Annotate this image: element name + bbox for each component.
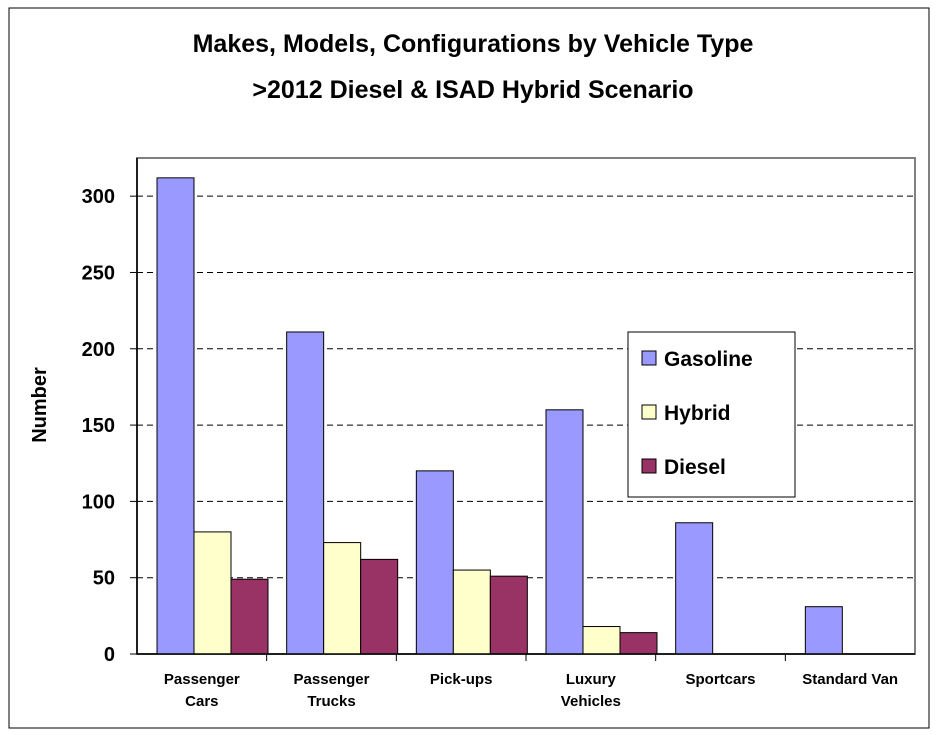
x-tick-label: Pick-ups xyxy=(430,671,493,688)
legend-swatch xyxy=(641,350,657,366)
bar xyxy=(545,409,584,655)
x-tick-label: Passenger Cars xyxy=(164,671,240,710)
bar xyxy=(619,632,658,655)
x-tick-label-line: Sportcars xyxy=(685,671,755,688)
y-tick-label: 150 xyxy=(82,415,115,437)
y-tick-label: 250 xyxy=(82,262,115,284)
legend-label: Diesel xyxy=(664,456,726,479)
bar xyxy=(804,606,843,655)
x-tick-label-line: Vehicles xyxy=(561,693,621,710)
legend-label: Hybrid xyxy=(664,402,731,425)
bar xyxy=(360,558,399,655)
y-tick-label: 200 xyxy=(82,339,115,361)
bar xyxy=(323,542,362,655)
x-tick-label-line: Pick-ups xyxy=(430,671,493,688)
y-tick-label: 300 xyxy=(82,186,115,208)
x-tick-label-line: Passenger xyxy=(164,671,240,688)
y-axis-label: Number xyxy=(29,367,51,443)
x-tick-label-line: Luxury xyxy=(566,671,617,688)
legend-swatch xyxy=(641,404,657,420)
chart-subtitle: >2012 Diesel & ISAD Hybrid Scenario xyxy=(252,76,693,104)
legend-swatch xyxy=(641,458,657,474)
bar xyxy=(582,626,621,655)
chart-title: Makes, Models, Configurations by Vehicle… xyxy=(193,30,754,58)
bar xyxy=(286,331,325,655)
x-tick-label: Standard Van xyxy=(802,671,898,688)
bar xyxy=(452,569,491,655)
bar xyxy=(415,470,454,655)
x-tick-label-line: Cars xyxy=(185,693,218,710)
bar xyxy=(156,177,195,655)
y-tick-label: 100 xyxy=(82,491,115,513)
x-tick-label: Passenger Trucks xyxy=(294,671,370,710)
legend-label: Gasoline xyxy=(664,348,753,371)
bar xyxy=(675,522,714,655)
x-tick-label-line: Trucks xyxy=(307,693,355,710)
x-tick-label-line: Standard Van xyxy=(802,671,898,688)
x-tick-label: Luxury Vehicles xyxy=(561,671,621,710)
bar xyxy=(489,575,528,655)
x-tick-label-line: Passenger xyxy=(294,671,370,688)
x-tick-label: Sportcars xyxy=(685,671,755,688)
y-tick-label: 50 xyxy=(93,568,115,590)
bar xyxy=(193,531,232,655)
y-tick-label: 0 xyxy=(104,644,115,666)
bar xyxy=(230,578,269,655)
